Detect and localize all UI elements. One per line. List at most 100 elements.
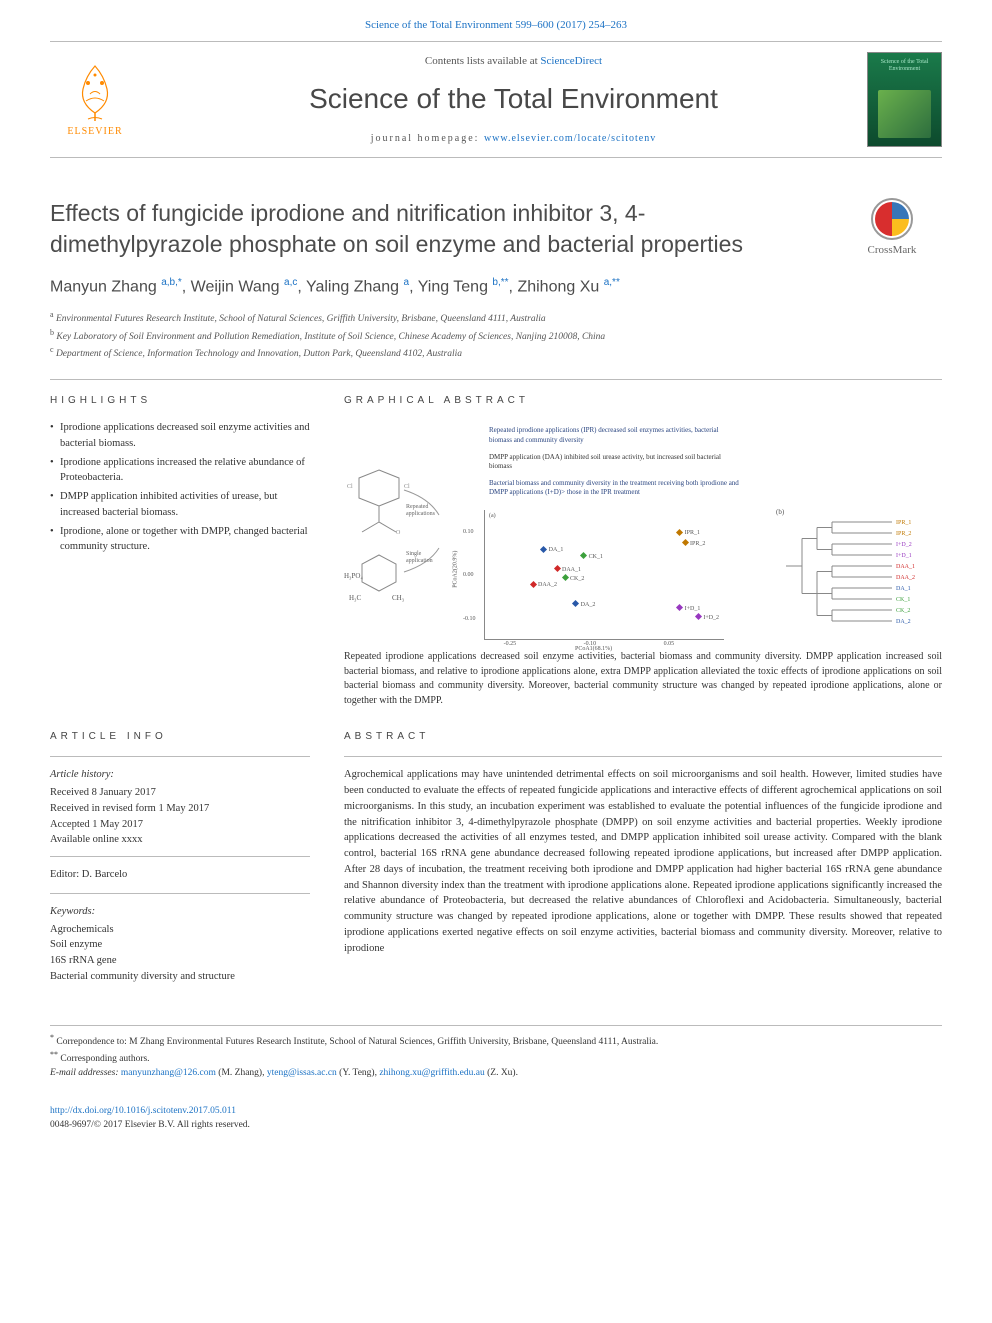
- affiliation-line: a Environmental Futures Research Institu…: [50, 309, 942, 326]
- history-subhead: Article history:: [50, 767, 310, 783]
- corr-line-2: ** Corresponding authors.: [50, 1049, 942, 1066]
- highlights-column: HIGHLIGHTS Iprodione applications decrea…: [50, 394, 310, 708]
- abstract-column: ABSTRACT Agrochemical applications may h…: [344, 730, 942, 984]
- highlights-heading: HIGHLIGHTS: [50, 394, 310, 408]
- keyword-item: 16S rRNA gene: [50, 953, 310, 969]
- pcoa-point: [572, 600, 579, 607]
- cover-art: [878, 90, 931, 138]
- homepage-link[interactable]: www.elsevier.com/locate/scitotenv: [484, 133, 656, 144]
- keywords-list: AgrochemicalsSoil enzyme16S rRNA geneBac…: [50, 922, 310, 985]
- history-lines: Received 8 January 2017Received in revis…: [50, 785, 310, 848]
- issn-copyright: 0048-9697/© 2017 Elsevier B.V. All right…: [50, 1120, 250, 1130]
- elsevier-logo: ELSEVIER: [50, 52, 140, 147]
- upper-two-column: HIGHLIGHTS Iprodione applications decrea…: [50, 394, 942, 708]
- svg-text:I+D_2: I+D_2: [896, 542, 912, 548]
- email-link[interactable]: yteng@issas.ac.cn: [267, 1068, 337, 1078]
- crossmark-badge[interactable]: CrossMark: [842, 198, 942, 258]
- pcoa-point: [695, 613, 702, 620]
- journal-cover-thumbnail: Science of the Total Environment: [867, 52, 942, 147]
- divider: [50, 379, 942, 380]
- history-line: Available online xxxx: [50, 832, 310, 848]
- doi-link[interactable]: http://dx.doi.org/10.1016/j.scitotenv.20…: [50, 1106, 236, 1116]
- elsevier-tree-icon: [68, 61, 123, 121]
- corr-line-1: * Correpondence to: M Zhang Environmenta…: [50, 1032, 942, 1049]
- highlight-item: Iprodione, alone or together with DMPP, …: [50, 524, 310, 554]
- email-link[interactable]: manyunzhang@126.com: [121, 1068, 216, 1078]
- history-line: Received in revised form 1 May 2017: [50, 801, 310, 817]
- svg-text:application: application: [406, 558, 433, 564]
- svg-text:I+D_1: I+D_1: [896, 553, 912, 559]
- article-info-heading: ARTICLE INFO: [50, 730, 310, 744]
- svg-text:CK_1: CK_1: [896, 597, 910, 603]
- pcoa-point: [580, 552, 587, 559]
- email-link[interactable]: zhihong.xu@griffith.edu.au: [379, 1068, 484, 1078]
- graphical-abstract-column: GRAPHICAL ABSTRACT Cl Cl O H₃PO₄ H₃C CH₃: [344, 394, 942, 708]
- svg-text:DA_1: DA_1: [896, 586, 911, 592]
- ga-statement: DMPP application (DAA) inhibited soil ur…: [489, 453, 742, 471]
- doi-block: http://dx.doi.org/10.1016/j.scitotenv.20…: [50, 1105, 942, 1133]
- svg-text:DAA_1: DAA_1: [896, 564, 915, 570]
- keyword-item: Agrochemicals: [50, 922, 310, 938]
- pcoa-point: [681, 539, 688, 546]
- svg-text:(b): (b): [776, 508, 785, 516]
- highlight-item: Iprodione applications decreased soil en…: [50, 420, 310, 450]
- contents-prefix: Contents lists available at: [425, 55, 540, 67]
- crossmark-icon: [871, 198, 913, 240]
- cover-label: Science of the Total Environment: [874, 59, 935, 72]
- keyword-item: Bacterial community diversity and struct…: [50, 969, 310, 985]
- svg-text:CK_2: CK_2: [896, 608, 910, 614]
- pcoa-point: [540, 546, 547, 553]
- masthead: ELSEVIER Contents lists available at Sci…: [50, 41, 942, 158]
- emails-line: E-mail addresses: manyunzhang@126.com (M…: [50, 1066, 942, 1080]
- molecule-diagram: Cl Cl O H₃PO₄ H₃C CH₃ Repeated applicati…: [344, 460, 474, 620]
- pcoa-point: [561, 574, 568, 581]
- ga-statement: Repeated iprodione applications (IPR) de…: [489, 426, 742, 444]
- pcoa-chart: (a) PCoA1(68.1%)PCoA2(20.9%)-0.25-0.100.…: [484, 510, 724, 640]
- homepage-prefix: journal homepage:: [371, 133, 484, 144]
- dendrogram: (b) IPR_1 IPR_2 I+D_2 I+D_1 DAA_1 DAA_2 DA_1 CK…: [772, 504, 942, 634]
- svg-text:applications: applications: [406, 511, 436, 517]
- citation-link[interactable]: Science of the Total Environment 599–600…: [365, 19, 627, 31]
- affiliation-line: c Department of Science, Information Tec…: [50, 344, 942, 361]
- ga-statement: Bacterial biomass and community diversit…: [489, 479, 742, 497]
- history-line: Accepted 1 May 2017: [50, 817, 310, 833]
- svg-text:IPR_1: IPR_1: [896, 520, 911, 526]
- svg-text:Single: Single: [406, 551, 422, 557]
- graphical-abstract-caption: Repeated iprodione applications decrease…: [344, 650, 942, 708]
- affiliations: a Environmental Futures Research Institu…: [50, 309, 942, 361]
- masthead-center: Contents lists available at ScienceDirec…: [160, 54, 867, 147]
- abstract-text: Agrochemical applications may have unint…: [344, 756, 942, 956]
- authors: Manyun Zhang a,b,*, Weijin Wang a,c, Yal…: [50, 276, 942, 299]
- svg-text:DAA_2: DAA_2: [896, 575, 915, 581]
- elsevier-wordmark: ELSEVIER: [67, 125, 122, 139]
- journal-name: Science of the Total Environment: [160, 79, 867, 118]
- sciencedirect-link[interactable]: ScienceDirect: [540, 55, 602, 67]
- article-info-column: ARTICLE INFO Article history: Received 8…: [50, 730, 310, 984]
- svg-text:H₃C: H₃C: [349, 594, 361, 602]
- highlight-item: DMPP application inhibited activities of…: [50, 489, 310, 519]
- svg-text:DA_2: DA_2: [896, 619, 911, 625]
- pcoa-point: [529, 581, 536, 588]
- correspondence-footer: * Correpondence to: M Zhang Environmenta…: [50, 1025, 942, 1081]
- svg-text:Repeated: Repeated: [406, 504, 428, 510]
- ga-text-statements: Repeated iprodione applications (IPR) de…: [489, 426, 742, 505]
- keywords-subhead: Keywords:: [50, 904, 310, 920]
- affiliation-line: b Key Laboratory of Soil Environment and…: [50, 327, 942, 344]
- svg-text:H₃PO₄: H₃PO₄: [344, 572, 363, 580]
- title-block: Effects of fungicide iprodione and nitri…: [50, 198, 942, 260]
- citation-line: Science of the Total Environment 599–600…: [0, 0, 992, 41]
- homepage-line: journal homepage: www.elsevier.com/locat…: [160, 132, 867, 146]
- graphical-abstract-heading: GRAPHICAL ABSTRACT: [344, 394, 942, 408]
- crossmark-label: CrossMark: [868, 243, 917, 258]
- svg-text:O: O: [396, 530, 401, 536]
- highlights-list: Iprodione applications decreased soil en…: [50, 420, 310, 554]
- graphical-abstract-figure: Cl Cl O H₃PO₄ H₃C CH₃ Repeated applicati…: [344, 420, 942, 640]
- lower-two-column: ARTICLE INFO Article history: Received 8…: [50, 730, 942, 984]
- keyword-item: Soil enzyme: [50, 937, 310, 953]
- svg-text:CH₃: CH₃: [392, 594, 405, 602]
- pcoa-point: [676, 529, 683, 536]
- svg-text:IPR_2: IPR_2: [896, 531, 911, 537]
- abstract-heading: ABSTRACT: [344, 730, 942, 744]
- article-title: Effects of fungicide iprodione and nitri…: [50, 198, 812, 260]
- history-line: Received 8 January 2017: [50, 785, 310, 801]
